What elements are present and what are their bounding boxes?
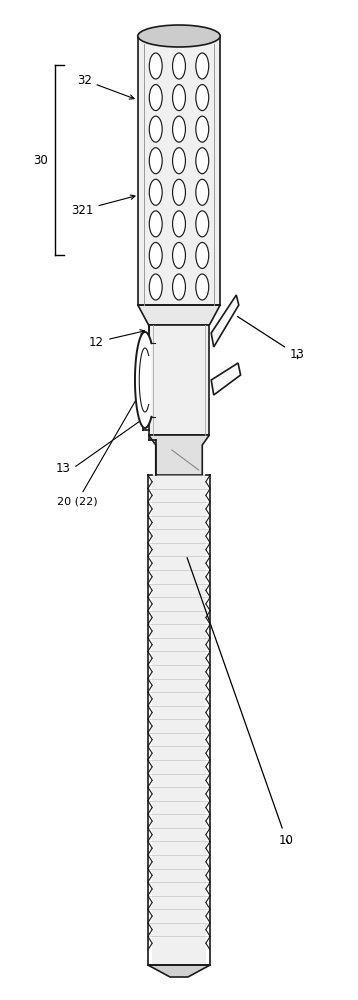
Ellipse shape <box>149 242 162 268</box>
Ellipse shape <box>173 53 185 79</box>
Ellipse shape <box>149 148 162 174</box>
Polygon shape <box>152 475 206 965</box>
Ellipse shape <box>149 53 162 79</box>
Polygon shape <box>211 295 239 347</box>
Ellipse shape <box>173 242 185 268</box>
Text: 321: 321 <box>71 195 135 217</box>
Ellipse shape <box>196 211 209 237</box>
Ellipse shape <box>149 274 162 300</box>
Ellipse shape <box>149 179 162 205</box>
Ellipse shape <box>196 116 209 142</box>
Ellipse shape <box>196 85 209 111</box>
Ellipse shape <box>173 85 185 111</box>
Ellipse shape <box>173 179 185 205</box>
Text: 13: 13 <box>55 462 70 475</box>
Ellipse shape <box>196 148 209 174</box>
Ellipse shape <box>196 53 209 79</box>
Polygon shape <box>135 332 151 428</box>
Text: 13: 13 <box>238 317 305 361</box>
Ellipse shape <box>173 211 185 237</box>
Ellipse shape <box>149 211 162 237</box>
Ellipse shape <box>173 116 185 142</box>
Polygon shape <box>138 36 220 305</box>
Ellipse shape <box>149 116 162 142</box>
Text: 10: 10 <box>187 558 294 846</box>
Ellipse shape <box>196 274 209 300</box>
Text: 30: 30 <box>33 153 48 166</box>
Polygon shape <box>211 363 241 395</box>
Ellipse shape <box>196 242 209 268</box>
Text: 20 (22): 20 (22) <box>57 378 148 507</box>
Polygon shape <box>138 305 220 325</box>
Ellipse shape <box>173 274 185 300</box>
Ellipse shape <box>138 25 220 47</box>
Ellipse shape <box>173 148 185 174</box>
Polygon shape <box>149 435 209 475</box>
Text: 32: 32 <box>77 74 134 99</box>
Polygon shape <box>148 965 210 977</box>
Ellipse shape <box>149 85 162 111</box>
Polygon shape <box>149 325 209 435</box>
Ellipse shape <box>196 179 209 205</box>
Text: 12: 12 <box>89 330 145 349</box>
